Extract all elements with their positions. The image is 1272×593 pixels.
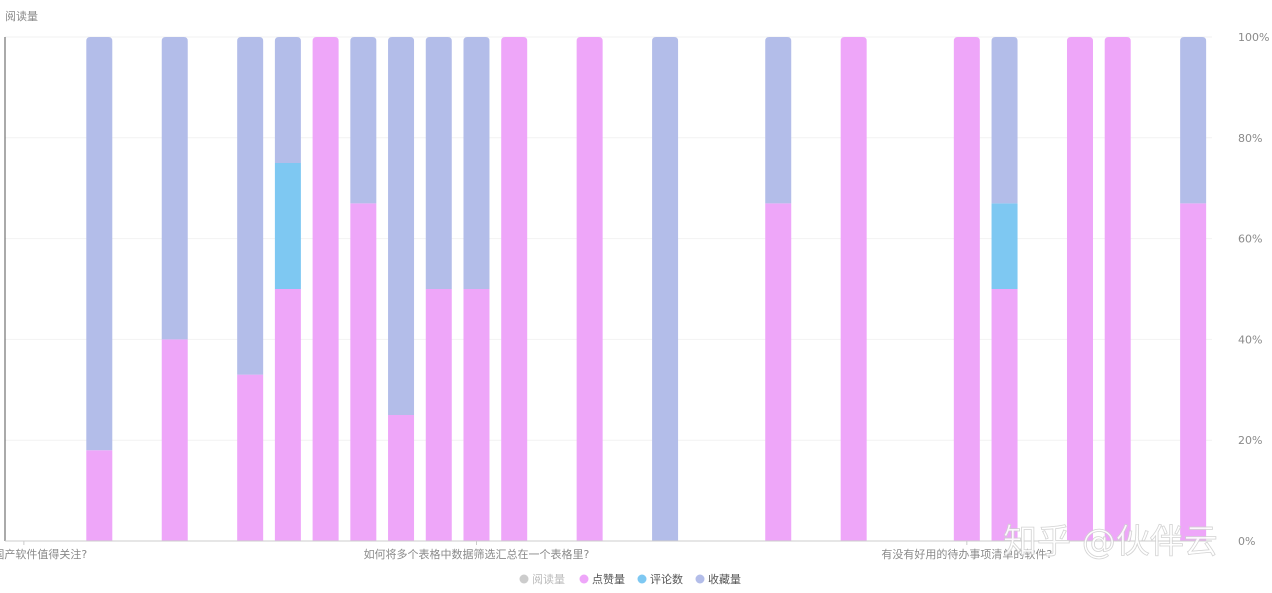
legend-swatch	[695, 574, 705, 584]
bar-segment[interactable]	[388, 37, 415, 415]
bar-segment[interactable]	[1104, 37, 1131, 541]
legend-item[interactable]: 点赞量	[579, 573, 626, 586]
watermark: 知乎 @伙伴云	[1003, 522, 1218, 562]
y-tick-label: 20%	[1238, 434, 1262, 447]
bar-segment[interactable]	[274, 163, 301, 289]
bar-segment[interactable]	[1180, 37, 1207, 204]
bar-segment[interactable]	[425, 289, 452, 541]
bar-segment[interactable]	[161, 37, 188, 340]
y-tick-label: 40%	[1238, 333, 1262, 346]
bar-segment[interactable]	[765, 37, 792, 204]
bar-segment[interactable]	[991, 37, 1018, 204]
bar-segment[interactable]	[274, 289, 301, 541]
legend[interactable]: 阅读量 点赞量 评论数 收藏量	[519, 572, 742, 586]
bar-segment[interactable]	[350, 203, 377, 541]
bar-segment[interactable]	[86, 37, 113, 451]
bars	[86, 37, 1207, 541]
bar-segment[interactable]	[991, 289, 1018, 541]
x-tick-label: 如何将多个表格中数据筛选汇总在一个表格里?	[364, 547, 590, 561]
legend-label: 评论数	[650, 572, 683, 586]
legend-label: 阅读量	[532, 572, 565, 586]
legend-swatch	[579, 574, 589, 584]
bar-segment[interactable]	[652, 37, 679, 541]
bar-segment[interactable]	[1180, 203, 1207, 541]
x-tick-label: 有没有好用的待办事项清单的软件?	[881, 547, 1052, 561]
bar-segment[interactable]	[86, 450, 113, 541]
legend-swatch	[519, 574, 529, 584]
legend-item[interactable]: 收藏量	[695, 572, 742, 586]
x-tick-labels: 优秀的国产软件值得关注? 如何将多个表格中数据筛选汇总在一个表格里? 有没有好用的待…	[0, 541, 1052, 561]
y-tick-labels: 0% 20% 40% 60% 80% 100%	[1238, 31, 1269, 548]
y-axis-title: 阅读量	[5, 9, 38, 23]
bar-segment[interactable]	[463, 37, 490, 289]
bar-segment[interactable]	[765, 203, 792, 541]
bar-segment[interactable]	[991, 203, 1018, 289]
bar-segment[interactable]	[840, 37, 867, 541]
bar-segment[interactable]	[237, 374, 264, 541]
bar-segment[interactable]	[350, 37, 377, 204]
bar-segment[interactable]	[576, 37, 603, 541]
x-tick-label: 优秀的国产软件值得关注?	[0, 547, 87, 561]
y-tick-label: 100%	[1238, 31, 1269, 44]
legend-swatch	[637, 574, 647, 584]
bar-segment[interactable]	[312, 37, 339, 541]
bar-segment[interactable]	[463, 289, 490, 541]
bar-segment[interactable]	[237, 37, 264, 375]
bar-segment[interactable]	[501, 37, 528, 541]
legend-item[interactable]: 评论数	[637, 572, 684, 586]
bar-segment[interactable]	[425, 37, 452, 289]
legend-label: 点赞量	[592, 573, 625, 586]
bar-segment[interactable]	[274, 37, 301, 163]
y-tick-label: 80%	[1238, 132, 1262, 145]
legend-label: 收藏量	[708, 572, 741, 586]
legend-item[interactable]: 阅读量	[519, 572, 566, 586]
bar-segment[interactable]	[1066, 37, 1093, 541]
y-tick-label: 0%	[1238, 535, 1255, 548]
y-tick-label: 60%	[1238, 233, 1262, 246]
bar-segment[interactable]	[161, 339, 188, 541]
bar-segment[interactable]	[953, 37, 980, 541]
bar-segment[interactable]	[388, 415, 415, 541]
